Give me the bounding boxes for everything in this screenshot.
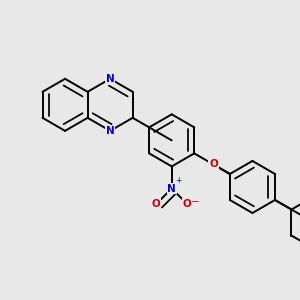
Text: N: N bbox=[167, 184, 176, 194]
Text: O: O bbox=[152, 199, 161, 209]
Text: O: O bbox=[183, 199, 192, 209]
Text: O: O bbox=[209, 159, 218, 170]
Text: +: + bbox=[175, 176, 182, 185]
Text: N: N bbox=[106, 74, 115, 84]
Text: −: − bbox=[191, 197, 200, 207]
Text: N: N bbox=[106, 126, 115, 136]
